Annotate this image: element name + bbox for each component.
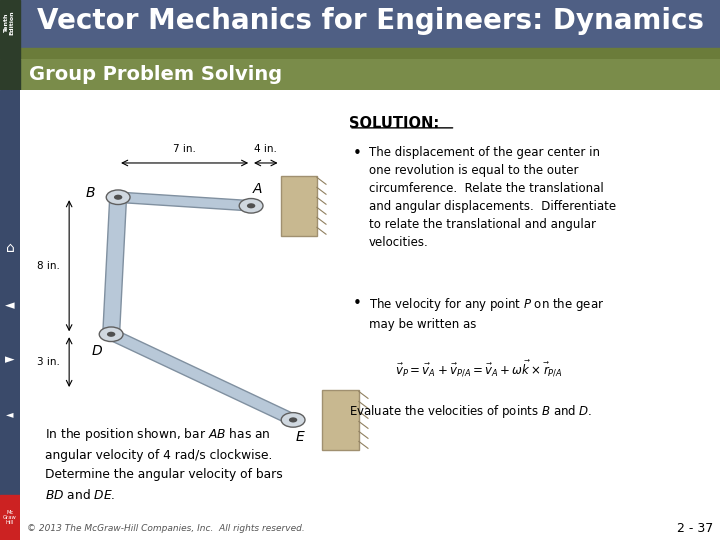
Text: In the position shown, bar $AB$ has an
angular velocity of 4 rad/s clockwise.
De: In the position shown, bar $AB$ has an a… <box>45 427 282 502</box>
Text: 8 in.: 8 in. <box>37 261 60 271</box>
Text: •: • <box>353 296 361 310</box>
Text: ►: ► <box>5 354 15 367</box>
Text: 7 in.: 7 in. <box>174 144 196 154</box>
Polygon shape <box>323 390 359 450</box>
Text: ◄: ◄ <box>5 300 15 313</box>
Polygon shape <box>106 330 298 424</box>
Text: ◄: ◄ <box>6 409 14 419</box>
Text: Mc
Graw
Hill: Mc Graw Hill <box>3 510 17 525</box>
Circle shape <box>114 194 122 200</box>
Text: SOLUTION:: SOLUTION: <box>349 116 439 131</box>
Text: •: • <box>353 146 361 161</box>
Circle shape <box>282 413 305 427</box>
Text: 2 - 37: 2 - 37 <box>677 522 713 535</box>
Text: The displacement of the gear center in
one revolution is equal to the outer
circ: The displacement of the gear center in o… <box>369 146 616 249</box>
Circle shape <box>107 190 130 205</box>
Text: $D$: $D$ <box>91 345 103 359</box>
Text: $E$: $E$ <box>294 430 305 444</box>
Text: $B$: $B$ <box>85 186 96 200</box>
Text: Evaluate the velocities of points $B$ and $D$.: Evaluate the velocities of points $B$ an… <box>349 403 593 420</box>
Text: 3 in.: 3 in. <box>37 357 60 367</box>
Circle shape <box>99 327 123 341</box>
Bar <box>0 59 20 90</box>
Circle shape <box>107 332 115 337</box>
Polygon shape <box>117 192 252 211</box>
Text: ⌂: ⌂ <box>6 241 14 255</box>
Polygon shape <box>103 197 127 334</box>
Text: Tenth
Edition: Tenth Edition <box>4 11 15 35</box>
Text: Vector Mechanics for Engineers: Dynamics: Vector Mechanics for Engineers: Dynamics <box>37 7 704 35</box>
Circle shape <box>289 417 297 422</box>
Text: 4 in.: 4 in. <box>254 144 277 154</box>
Text: $\vec{v}_P = \vec{v}_A + \vec{v}_{P/A} = \vec{v}_A + \omega\vec{k} \times \vec{r: $\vec{v}_P = \vec{v}_A + \vec{v}_{P/A} =… <box>395 358 562 377</box>
Polygon shape <box>281 176 317 236</box>
Bar <box>0 495 20 540</box>
Circle shape <box>247 203 256 208</box>
Bar <box>0 49 720 60</box>
Text: © 2013 The McGraw-Hill Companies, Inc.  All rights reserved.: © 2013 The McGraw-Hill Companies, Inc. A… <box>27 524 305 533</box>
Text: The velocity for any point $P$ on the gear
may be written as: The velocity for any point $P$ on the ge… <box>369 296 604 330</box>
Circle shape <box>239 199 263 213</box>
Text: Group Problem Solving: Group Problem Solving <box>29 65 282 84</box>
Bar <box>0 0 20 60</box>
Text: $A$: $A$ <box>253 181 264 195</box>
